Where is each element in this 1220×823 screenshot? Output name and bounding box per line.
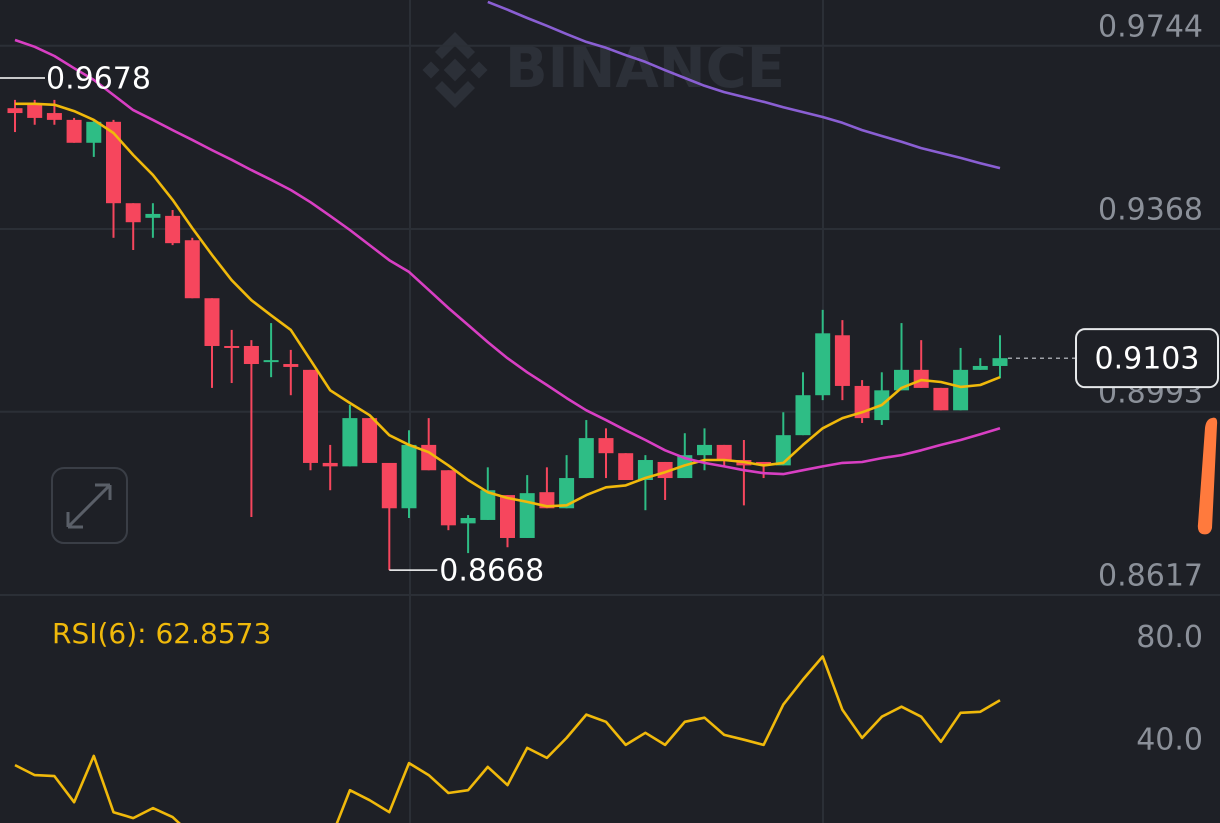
y-tick-label: 40.0 xyxy=(1136,722,1203,757)
series-line xyxy=(14,38,1001,476)
candle-body xyxy=(362,418,378,463)
candle-body xyxy=(578,438,594,479)
candle-body xyxy=(519,493,535,538)
price-pane xyxy=(0,0,1220,595)
candle-body xyxy=(204,298,220,346)
candle-body xyxy=(421,444,437,471)
candle-body xyxy=(224,345,240,348)
expand-frame[interactable] xyxy=(51,467,128,544)
y-tick-label: 0.9744 xyxy=(1098,9,1203,44)
candle-body xyxy=(480,490,496,520)
candle-body xyxy=(184,240,200,299)
candle-body xyxy=(716,444,732,461)
y-tick-label: 0.9368 xyxy=(1098,193,1203,228)
last-price-label: 0.9103 xyxy=(1095,342,1200,377)
candle-body xyxy=(815,333,831,396)
candle-body xyxy=(697,444,712,456)
candle-body xyxy=(125,203,141,223)
rsi-title: RSI(6): 62.8573 xyxy=(52,617,271,650)
candle-body xyxy=(303,369,318,463)
candle-body xyxy=(263,360,279,363)
series-line xyxy=(14,655,1001,823)
candle-body xyxy=(598,438,614,454)
labels: 0.97440.93680.89930.86170.96780.86680.91… xyxy=(0,9,1219,757)
candle-body xyxy=(775,435,791,466)
series-line xyxy=(487,0,1001,170)
candle-body xyxy=(145,213,161,218)
candle-body xyxy=(559,478,575,509)
expand-icon xyxy=(66,483,112,529)
candle-body xyxy=(618,453,634,480)
candle-body xyxy=(27,104,43,118)
candle-body xyxy=(342,418,358,467)
expand-button[interactable] xyxy=(51,467,128,544)
candle-body xyxy=(46,113,62,120)
candle-body xyxy=(381,462,397,509)
candle-body xyxy=(953,369,969,411)
candle-body xyxy=(933,387,949,411)
high-label: 0.9678 xyxy=(46,61,151,96)
series-line xyxy=(15,102,1001,508)
y-tick-label: 80.0 xyxy=(1136,620,1203,655)
candle-body xyxy=(66,119,82,143)
candle-body xyxy=(756,461,772,466)
scroll-handle[interactable] xyxy=(1197,417,1218,535)
candle-body xyxy=(165,215,181,244)
candle-body xyxy=(834,335,850,386)
candle-body xyxy=(992,358,1008,366)
candle-body xyxy=(106,121,121,204)
candle-body xyxy=(7,108,23,114)
candle-body xyxy=(283,364,299,367)
candle-body xyxy=(637,460,653,480)
y-tick-label: 0.8617 xyxy=(1098,559,1203,594)
low-label: 0.8668 xyxy=(439,554,544,589)
candle-body xyxy=(401,444,417,509)
candle-body xyxy=(243,345,259,365)
candle-body xyxy=(795,395,811,436)
candle-body xyxy=(500,495,515,538)
candle-body xyxy=(972,365,988,370)
candle-body xyxy=(440,470,456,526)
watermark-text: BINANCE xyxy=(505,36,785,101)
candle-body xyxy=(86,121,102,143)
candle-body xyxy=(460,518,476,524)
rsi-pane xyxy=(14,655,1001,823)
last-price-box xyxy=(1075,328,1219,389)
candle-body xyxy=(322,462,338,467)
